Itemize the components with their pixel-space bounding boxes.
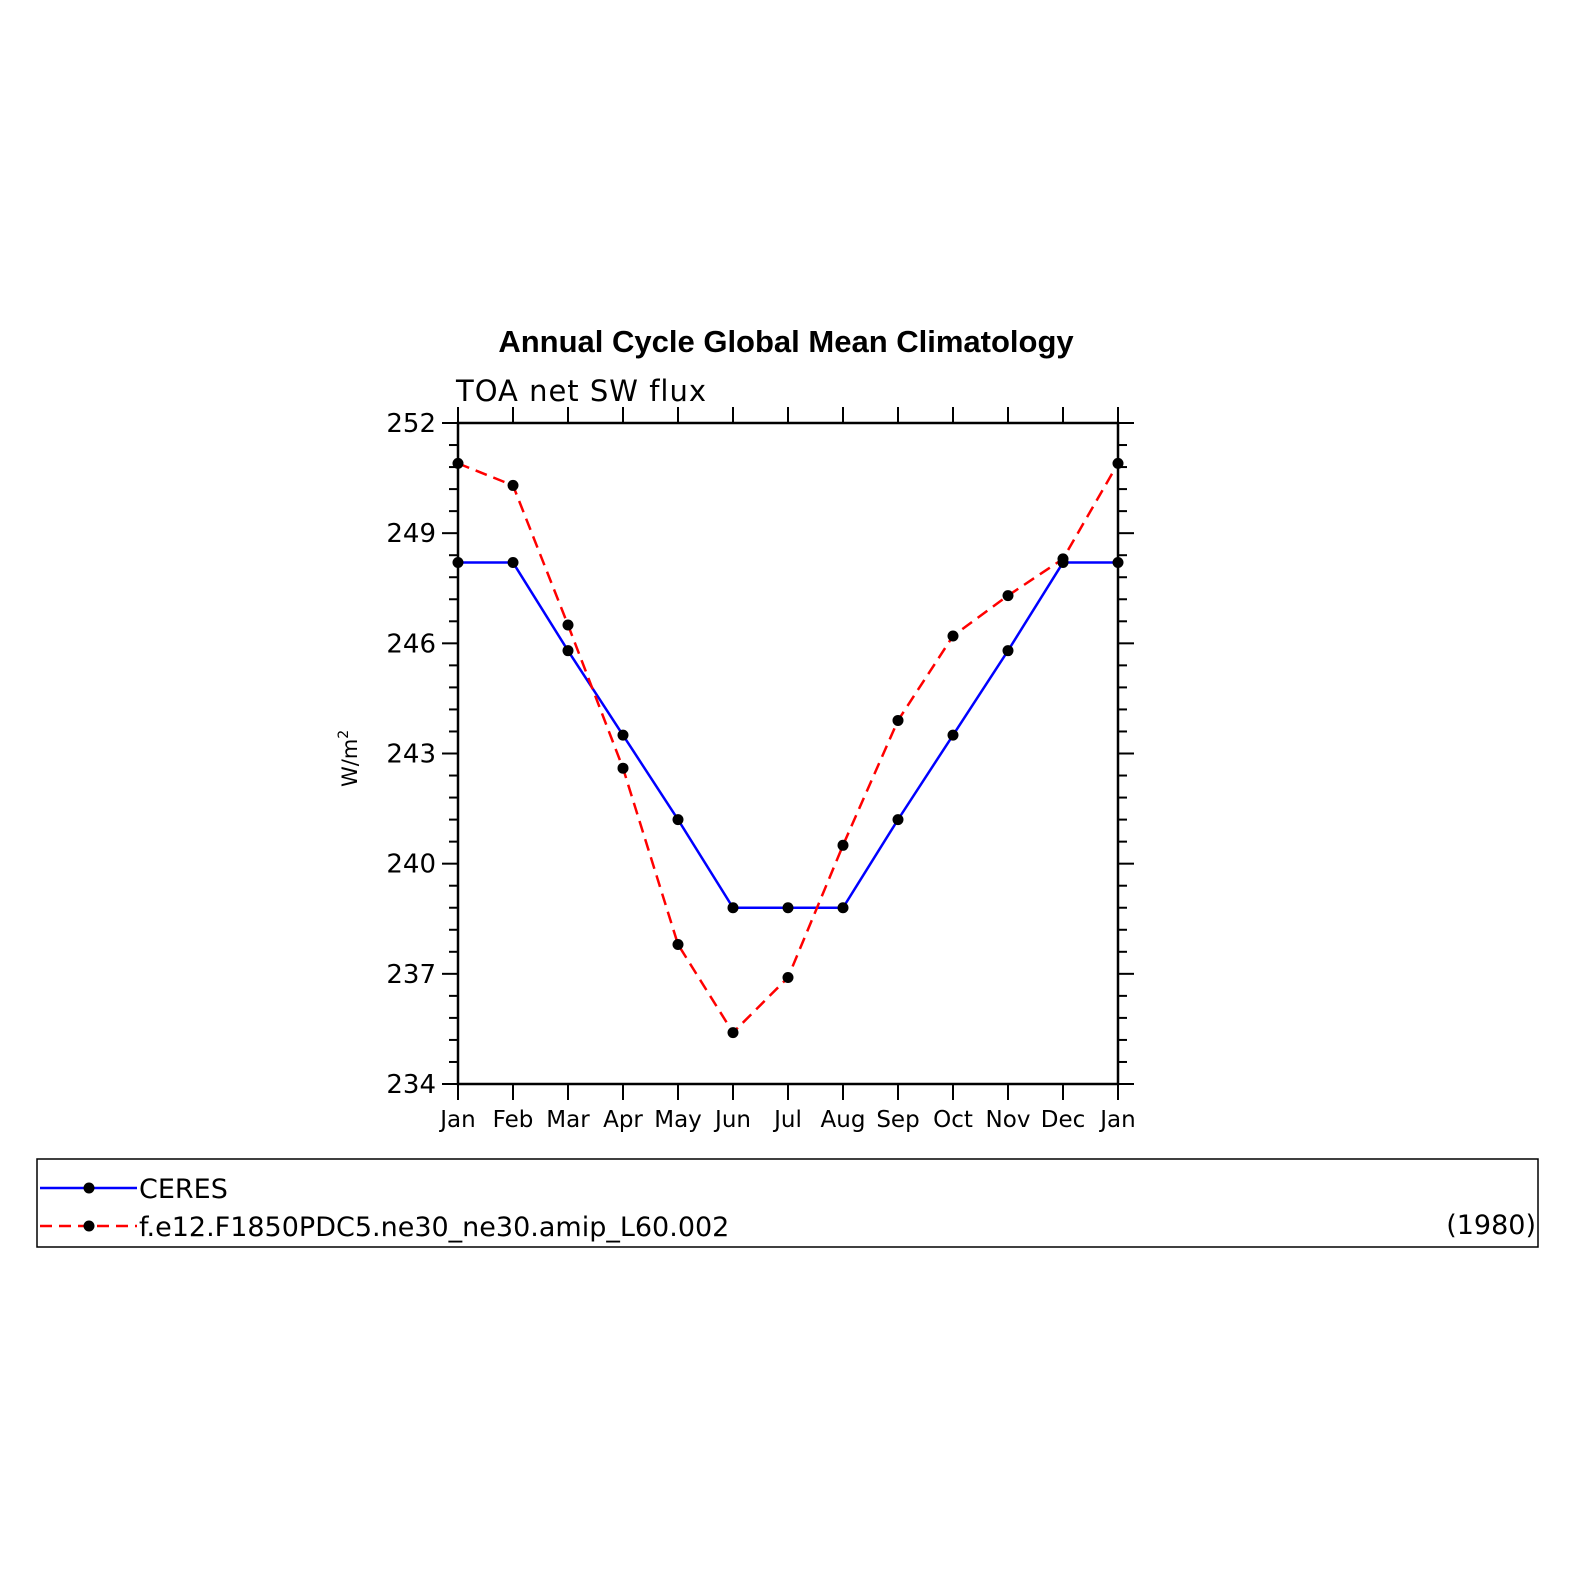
- series-2-point: [727, 1027, 739, 1039]
- y-tick-label: 252: [386, 409, 436, 439]
- y-tick-label: 246: [386, 629, 436, 659]
- series-2-point: [1057, 553, 1069, 565]
- legend-marker-1: [83, 1182, 95, 1194]
- series-1-point: [507, 557, 519, 569]
- legend-label-1: CERES: [139, 1174, 228, 1205]
- x-tick-label: Apr: [603, 1107, 643, 1133]
- legend-note: (1980): [1446, 1210, 1536, 1241]
- y-tick-label: 234: [386, 1070, 436, 1100]
- y-tick-label: 243: [386, 740, 436, 770]
- series-2-point: [1002, 590, 1014, 602]
- series-2-point: [892, 714, 904, 726]
- series-2-point: [1112, 457, 1124, 469]
- x-tick-label: May: [654, 1107, 702, 1133]
- series-1-point: [727, 902, 739, 914]
- x-tick-label: Sep: [876, 1107, 919, 1133]
- series-1-point: [562, 645, 574, 657]
- series-line-2: [457, 462, 1120, 1035]
- x-tick-label: Aug: [821, 1107, 866, 1133]
- series-2-point: [782, 972, 794, 984]
- series-2-point: [672, 938, 684, 950]
- x-tick-label: Jan: [1098, 1107, 1135, 1133]
- series-1-point: [947, 729, 959, 741]
- series-1-point: [782, 902, 794, 914]
- legend-label-2: f.e12.F1850PDC5.ne30_ne30.amip_L60.002: [139, 1212, 729, 1243]
- legend-items: CERES f.e12.F1850PDC5.ne30_ne30.amip_L60.…: [40, 1174, 729, 1243]
- series-2-point: [562, 619, 574, 631]
- x-tick-label: Feb: [493, 1107, 534, 1133]
- series-2-point: [837, 839, 849, 851]
- chart-title: Annual Cycle Global Mean Climatology: [498, 324, 1074, 359]
- y-tick-label: 240: [386, 850, 436, 880]
- legend: CERES f.e12.F1850PDC5.ne30_ne30.amip_L60.…: [36, 1158, 1539, 1248]
- series-2-point: [452, 457, 464, 469]
- series-1-point: [1002, 645, 1014, 657]
- y-axis-ticks: 234 237 240 243 246 249 252: [386, 409, 1134, 1100]
- chart-subtitle: TOA net SW flux: [455, 374, 707, 408]
- series-1-point: [672, 814, 684, 826]
- series-1-point: [837, 902, 849, 914]
- y-tick-label: 237: [386, 960, 436, 990]
- x-tick-label: Jan: [438, 1107, 475, 1133]
- x-tick-label: Oct: [933, 1107, 973, 1133]
- legend-box: [36, 1158, 1539, 1248]
- series-1-point: [617, 729, 629, 741]
- x-tick-label: Jul: [772, 1107, 802, 1133]
- plot-axes: [456, 421, 1120, 1086]
- x-tick-label: Jun: [713, 1107, 751, 1133]
- series-1-point: [892, 814, 904, 826]
- series-2-point: [507, 479, 519, 491]
- series-2-point: [617, 762, 629, 774]
- x-tick-label: Nov: [986, 1107, 1031, 1133]
- series-line-1: [458, 561, 1118, 909]
- x-tick-label: Mar: [546, 1107, 590, 1133]
- series-group: [452, 457, 1124, 1039]
- x-tick-label: Dec: [1041, 1107, 1086, 1133]
- y-tick-label: 249: [386, 519, 436, 549]
- series-1-point: [1112, 557, 1124, 569]
- legend-marker-2: [83, 1220, 95, 1232]
- series-2-point: [947, 630, 959, 642]
- y-axis-label: W/m2: [336, 730, 362, 787]
- x-axis-ticks: Jan Feb Mar Apr May Jun Jul Aug Sep Oct Nov Dec Jan: [438, 407, 1136, 1133]
- series-1-point: [452, 557, 464, 569]
- plot-frame: [456, 421, 1120, 1086]
